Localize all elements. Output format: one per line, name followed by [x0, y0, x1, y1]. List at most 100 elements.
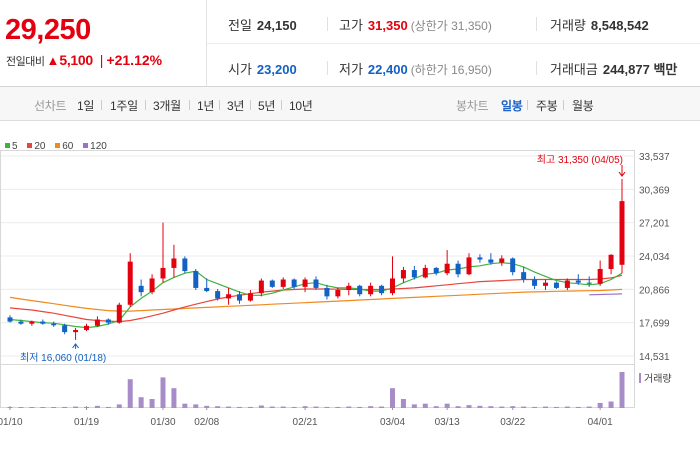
candle-body: [619, 201, 625, 265]
high-annotation: 최고 31,350 (04/05): [537, 154, 623, 166]
x-tick-label: 03/13: [435, 417, 460, 428]
volume-bar: [575, 406, 581, 408]
volume-plot-frame: [0, 364, 635, 408]
candle-body: [127, 261, 133, 305]
period-10y-button[interactable]: 10년: [289, 99, 313, 113]
period-3y-button[interactable]: 3년: [227, 99, 245, 113]
toolbar-divider: [250, 100, 251, 110]
x-tick-label: 03/04: [380, 417, 405, 428]
volume-bar: [204, 405, 210, 408]
period-1d-button[interactable]: 1일: [77, 99, 95, 113]
candle-body: [346, 285, 352, 291]
divider: [536, 61, 537, 75]
stat-label: 전일: [228, 18, 252, 33]
stat-prev-close: 전일 24,150: [228, 15, 297, 34]
volume-bar: [357, 406, 363, 408]
candle-body: [226, 294, 232, 299]
legend-label: 60: [62, 141, 74, 152]
candle-body: [379, 285, 385, 294]
volume-bar: [94, 405, 100, 408]
up-triangle-icon: ▲: [46, 53, 60, 68]
stat-value: 244,877 백만: [602, 62, 678, 77]
toolbar-divider: [189, 100, 190, 110]
volume-bar: [532, 406, 538, 408]
volume-bar: [335, 406, 341, 408]
stat-volume: 거래량 8,548,542: [550, 15, 649, 34]
y-tick-label: 33,537: [639, 152, 670, 163]
price-box: 29,250 전일대비 ▲5,100 | +21.12%: [0, 0, 207, 86]
legend-swatch: [27, 143, 33, 149]
ma-legend: 5 20 60 120: [5, 141, 114, 152]
stat-value: 23,200: [256, 62, 297, 77]
candle-body: [543, 282, 548, 286]
y-tick-label: 24,034: [639, 252, 670, 263]
volume-bar: [171, 388, 177, 408]
period-1y-button[interactable]: 1년: [197, 99, 215, 113]
candle-monthly-button[interactable]: 월봉: [572, 99, 594, 113]
candle-body: [193, 271, 199, 288]
x-tick-label: 03/22: [500, 417, 525, 428]
y-tick-label: 30,369: [639, 185, 670, 196]
candle-body: [488, 259, 494, 263]
period-1w-button[interactable]: 1주일: [110, 99, 138, 113]
legend-label: 120: [90, 141, 107, 152]
volume-bar: [51, 407, 57, 408]
toolbar-divider: [219, 100, 220, 110]
period-3m-button[interactable]: 3개월: [153, 99, 181, 113]
volume-bar: [182, 403, 188, 408]
volume-bar: [280, 406, 286, 408]
candle-body: [444, 263, 450, 274]
candle-body: [324, 287, 330, 297]
candle-body: [7, 317, 13, 322]
volume-bar: [127, 379, 133, 408]
legend-ma5: 5: [5, 141, 18, 152]
candle-body: [466, 257, 472, 275]
x-tick-label: 01/30: [150, 417, 175, 428]
low-annotation-arrowhead: [72, 343, 79, 349]
period-5y-button[interactable]: 5년: [258, 99, 276, 113]
low-annotation: 최저 16,060 (01/18): [20, 352, 106, 364]
change-line: 전일대비 ▲5,100 | +21.12%: [6, 52, 162, 69]
candle-body: [586, 282, 592, 284]
line-chart-label: 선차트: [34, 99, 67, 113]
change-rate: +21.12%: [106, 52, 163, 68]
candle-body: [149, 278, 155, 293]
volume-bar: [18, 407, 24, 408]
candle-body: [521, 272, 527, 280]
volume-bar: [324, 406, 330, 408]
divider: [327, 17, 328, 31]
volume-legend-label: 거래량: [644, 373, 672, 385]
volume-bar: [138, 397, 144, 408]
volume-bar: [499, 406, 505, 408]
y-tick-label: 14,531: [639, 352, 670, 363]
volume-bar: [477, 405, 483, 408]
stat-amount: 거래대금 244,877 백만: [550, 59, 677, 78]
candle-chart-label: 봉차트: [456, 99, 489, 113]
stat-label: 고가: [339, 18, 363, 33]
ma120-line: [589, 293, 623, 296]
volume-bar: [455, 406, 461, 408]
legend-ma20: 20: [27, 141, 45, 152]
candle-body: [84, 325, 89, 331]
candle-body: [608, 254, 614, 269]
volume-bar: [215, 406, 221, 408]
candle-body: [411, 270, 417, 278]
candle-body: [422, 267, 428, 278]
candle-body: [138, 285, 144, 293]
x-tick-label: 01/19: [74, 417, 99, 428]
volume-bar: [346, 406, 352, 408]
volume-bar: [466, 405, 472, 408]
candle-body: [247, 293, 253, 301]
x-tick-label: 02/21: [293, 417, 318, 428]
volume-bar: [291, 406, 297, 408]
candle-weekly-button[interactable]: 주봉: [536, 99, 558, 113]
candle-body: [291, 279, 297, 287]
divider: [536, 17, 537, 31]
volume-bar: [586, 406, 592, 408]
candle-body: [160, 267, 166, 279]
candle-body: [433, 267, 439, 274]
divider: [327, 61, 328, 75]
candle-daily-button[interactable]: 일봉: [501, 99, 523, 113]
toolbar-divider: [101, 100, 102, 110]
volume-bar: [379, 406, 385, 408]
